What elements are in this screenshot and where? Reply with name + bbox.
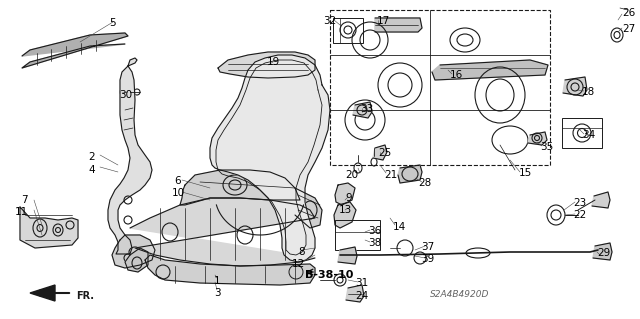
Text: 6: 6 [175, 176, 181, 186]
Text: 23: 23 [573, 198, 586, 208]
Polygon shape [398, 165, 422, 183]
Text: FR.: FR. [76, 291, 94, 301]
Polygon shape [563, 77, 587, 96]
Text: 31: 31 [355, 278, 368, 288]
Text: 12: 12 [292, 259, 305, 269]
Text: 28: 28 [418, 178, 431, 188]
Text: 21: 21 [384, 170, 397, 180]
Text: 9: 9 [346, 193, 352, 203]
Text: 29: 29 [597, 248, 611, 258]
Polygon shape [130, 198, 315, 266]
Polygon shape [295, 188, 322, 228]
Polygon shape [334, 202, 356, 228]
Text: 15: 15 [519, 168, 532, 178]
Polygon shape [338, 247, 357, 264]
Text: 5: 5 [109, 18, 116, 28]
Polygon shape [593, 243, 612, 260]
Text: 17: 17 [377, 16, 390, 26]
Text: 18: 18 [582, 87, 595, 97]
Polygon shape [112, 235, 155, 268]
Text: S2A4B4920D: S2A4B4920D [430, 290, 490, 299]
Text: 30: 30 [119, 90, 132, 100]
Text: 19: 19 [266, 57, 280, 67]
Text: 4: 4 [88, 165, 95, 175]
Polygon shape [218, 52, 315, 78]
Polygon shape [20, 207, 78, 248]
Bar [335, 220, 380, 250]
Polygon shape [180, 170, 300, 205]
Text: 24: 24 [355, 291, 368, 301]
Polygon shape [592, 192, 610, 208]
Polygon shape [128, 58, 137, 66]
Polygon shape [375, 18, 422, 32]
Text: B-38-10: B-38-10 [305, 270, 353, 280]
Text: 37: 37 [421, 242, 435, 252]
Text: 38: 38 [368, 238, 381, 248]
Polygon shape [528, 132, 547, 145]
Text: 26: 26 [622, 8, 636, 18]
Text: 22: 22 [573, 210, 586, 220]
Polygon shape [108, 66, 152, 254]
Text: 1: 1 [214, 276, 220, 286]
Bar [562, 118, 602, 148]
Text: 39: 39 [421, 254, 435, 264]
Text: 20: 20 [345, 170, 358, 180]
Polygon shape [346, 285, 364, 302]
Text: 35: 35 [540, 142, 553, 152]
Polygon shape [22, 33, 128, 68]
Text: 3: 3 [214, 288, 220, 298]
Text: 33: 33 [360, 104, 373, 114]
Text: 7: 7 [21, 195, 28, 205]
Polygon shape [30, 285, 55, 301]
Text: 34: 34 [582, 130, 595, 140]
Bar [333, 18, 363, 43]
Text: 27: 27 [622, 24, 636, 34]
Text: 2: 2 [88, 152, 95, 162]
Polygon shape [432, 60, 548, 80]
Polygon shape [373, 145, 387, 160]
Polygon shape [145, 255, 315, 285]
Text: 11: 11 [15, 207, 28, 217]
Polygon shape [353, 102, 372, 118]
Polygon shape [125, 248, 148, 272]
Polygon shape [335, 183, 355, 205]
Bar [330, 10, 550, 165]
Text: 16: 16 [450, 70, 463, 80]
Text: 14: 14 [393, 222, 406, 232]
Text: 32: 32 [323, 16, 336, 26]
Text: 13: 13 [339, 205, 352, 215]
Text: 25: 25 [378, 148, 391, 158]
Text: 10: 10 [172, 188, 184, 198]
Text: 36: 36 [368, 226, 381, 236]
Polygon shape [210, 55, 330, 262]
Text: 8: 8 [298, 247, 305, 257]
